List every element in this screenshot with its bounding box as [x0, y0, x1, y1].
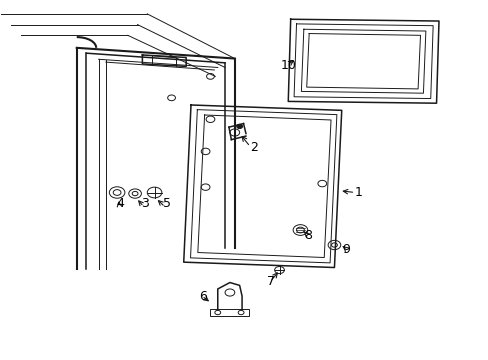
- Circle shape: [236, 124, 242, 129]
- Text: 7: 7: [267, 275, 275, 288]
- Text: 2: 2: [250, 141, 258, 154]
- Text: 6: 6: [199, 289, 207, 303]
- Text: 10: 10: [280, 59, 296, 72]
- Text: 3: 3: [141, 197, 148, 210]
- Text: 4: 4: [116, 197, 124, 210]
- Bar: [210, 309, 249, 316]
- Text: 1: 1: [354, 186, 362, 199]
- Text: 9: 9: [342, 243, 350, 256]
- Text: 5: 5: [163, 197, 170, 210]
- Text: 8: 8: [303, 229, 311, 242]
